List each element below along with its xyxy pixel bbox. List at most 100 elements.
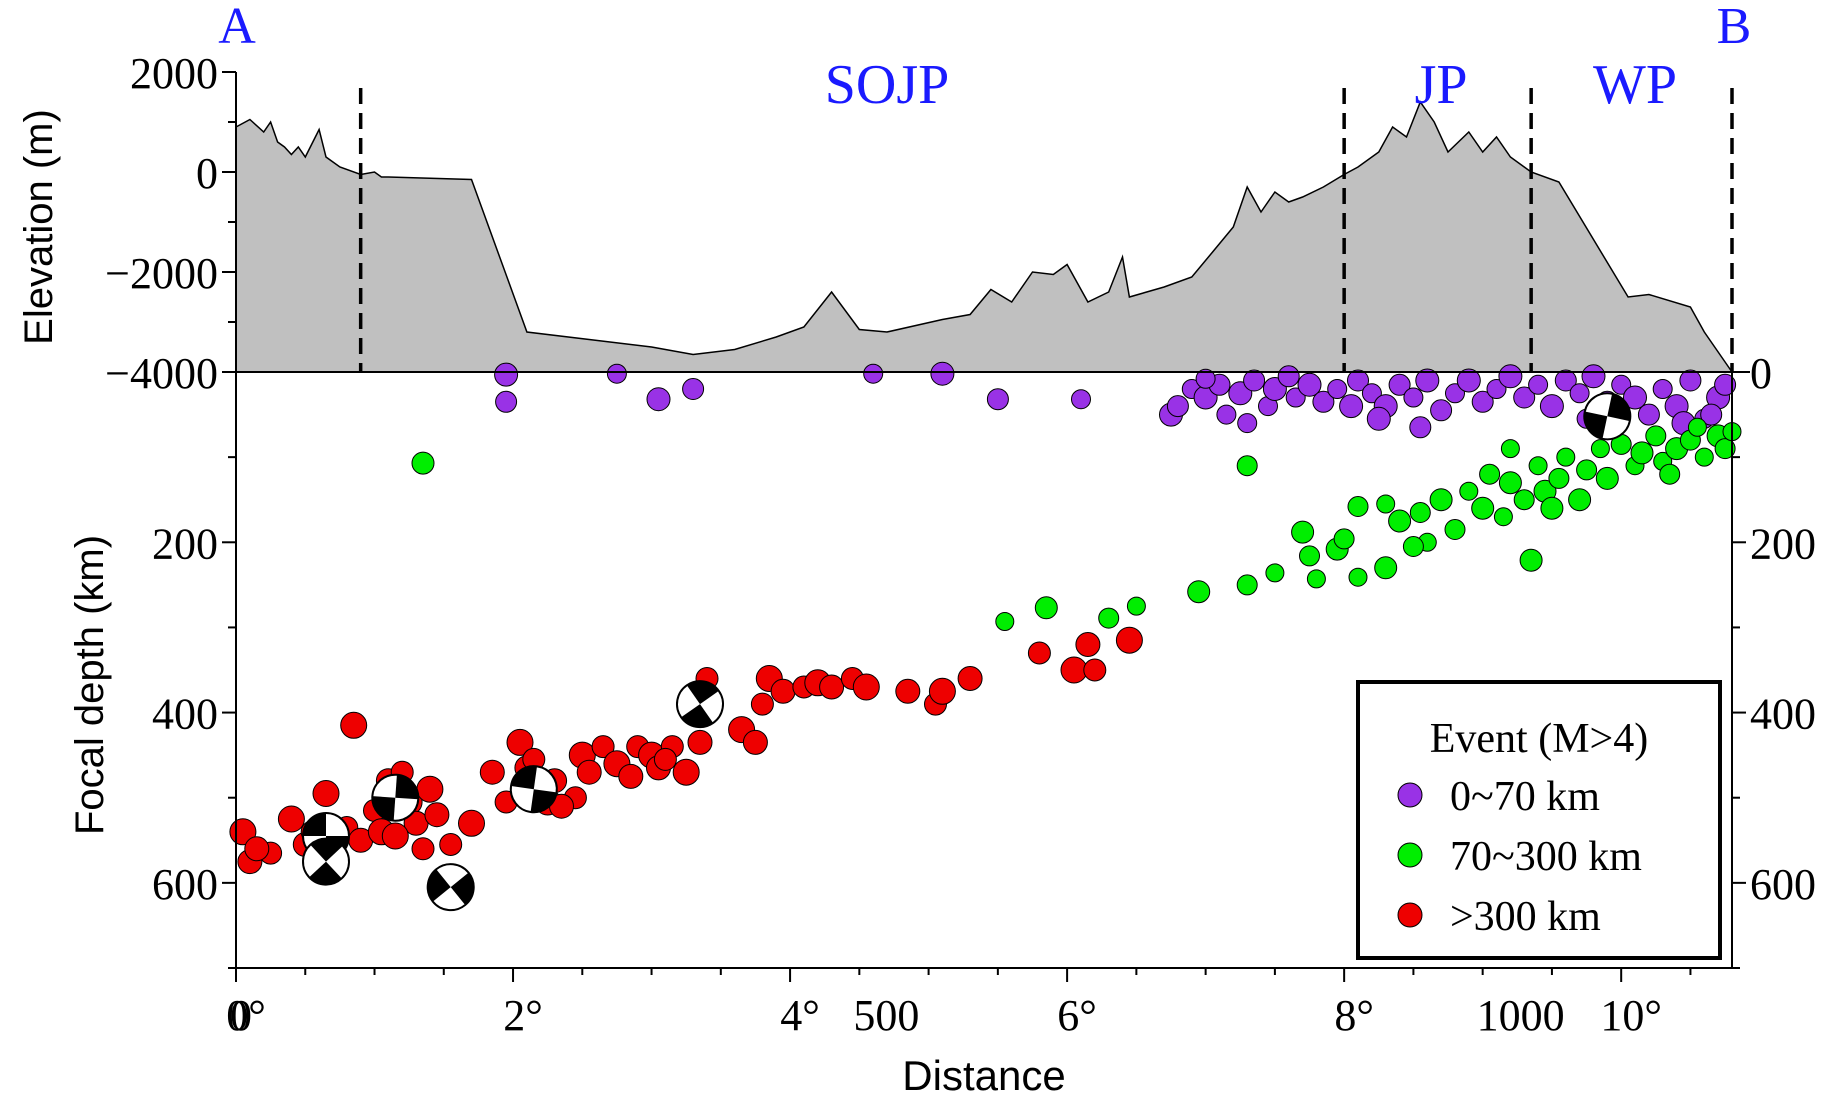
focal-mechanism-icon [509,765,558,814]
x-tick-label-deg: 4° [780,991,820,1040]
event-point [1498,471,1522,495]
event-point [1166,395,1189,418]
event-point [1581,364,1606,389]
event-point [1528,374,1549,395]
depth-tick-label-left: 400 [152,690,218,739]
event-point [1297,372,1322,397]
elevation-tick-label: 2000 [130,49,218,98]
legend-marker [1397,782,1423,808]
event-point [1126,596,1146,616]
event-point [1471,390,1494,413]
focal-mechanism-icon [371,773,420,822]
event-point [1556,447,1576,467]
event-point [1075,632,1101,657]
x-tick-label-deg: 10° [1600,991,1662,1040]
event-point [1679,369,1702,392]
event-point [1374,556,1398,580]
event-point [411,837,435,861]
event-point [928,677,956,705]
event-point [653,747,677,771]
region-label-sojp: SOJP [825,54,950,116]
distance-axis-title: Distance [902,1052,1065,1099]
event-point [576,759,602,785]
event-point [852,673,880,701]
event-point [1659,463,1681,485]
depth-axis-title: Focal depth (km) [68,535,112,835]
event-point [1060,656,1088,684]
event-point [1402,536,1424,557]
elevation-profile-line [235,100,1733,373]
event-point [1115,626,1143,654]
event-point [1347,369,1369,392]
event-point [416,775,444,803]
event-point [1590,439,1610,459]
event-point [1366,406,1391,431]
legend-label: >300 km [1450,894,1601,940]
event-point [1034,596,1058,620]
event-point [1486,379,1507,399]
event-point [1237,413,1258,434]
event-point [411,451,435,475]
event-point [1714,373,1737,396]
elevation-tick-label: −4000 [105,349,218,398]
legend-label: 0~70 km [1450,774,1600,820]
event-point [1513,386,1536,409]
event-point [439,833,463,856]
event-point [1347,496,1369,517]
event-point [1299,545,1320,567]
depth-tick-label-right: 400 [1750,690,1816,739]
event-point [1348,567,1368,587]
elevation-tick-label: 0 [196,149,218,198]
event-point [1409,416,1432,439]
event-point [1388,509,1412,533]
depth-tick-label-right: 200 [1750,519,1816,568]
focal-depth-panel [229,361,1742,912]
event-point [1098,607,1120,629]
x-tick-label-km: 1000 [1477,991,1565,1040]
elevation-fill [236,102,1732,372]
series-1 [494,361,1737,439]
event-point [591,735,615,759]
event-point [1236,455,1258,477]
x-tick-label-km: 500 [853,991,919,1040]
event-point [1236,574,1258,596]
event-point [381,822,409,850]
event-point [618,763,644,789]
event-point [1243,369,1266,392]
x-tick-label-deg: 6° [1057,991,1097,1040]
legend-marker [1397,842,1423,868]
event-point [1471,496,1495,520]
series-3 [229,626,1143,875]
event-point [1714,438,1736,460]
event-point [506,728,534,756]
event-point [1576,459,1598,481]
event-point [1637,403,1660,426]
event-point [1312,390,1335,413]
event-point [458,809,485,837]
legend-label: 70~300 km [1450,834,1642,880]
event-point [424,802,450,828]
event-point [1498,364,1523,389]
event-point [1456,368,1481,393]
focal-mechanism-icon [426,863,475,912]
event-point [1361,383,1382,404]
event-point [1568,488,1592,512]
event-point [1429,488,1453,512]
event-point [1652,379,1673,399]
region-label-jp: JP [1415,54,1468,116]
event-point [1265,563,1285,583]
x-tick-label-deg: 0° [226,991,266,1040]
event-point [1444,519,1466,540]
event-point [1445,383,1465,404]
event-point [750,692,774,716]
event-point [770,678,796,704]
section-end-a: A [218,0,256,55]
event-point [863,363,884,384]
focal-mechanism-icon [302,837,350,886]
event-point [1403,387,1424,408]
depth-tick-label-right: 600 [1750,860,1816,909]
event-point [1285,387,1306,408]
event-point [1388,373,1411,396]
event-point [986,388,1009,411]
